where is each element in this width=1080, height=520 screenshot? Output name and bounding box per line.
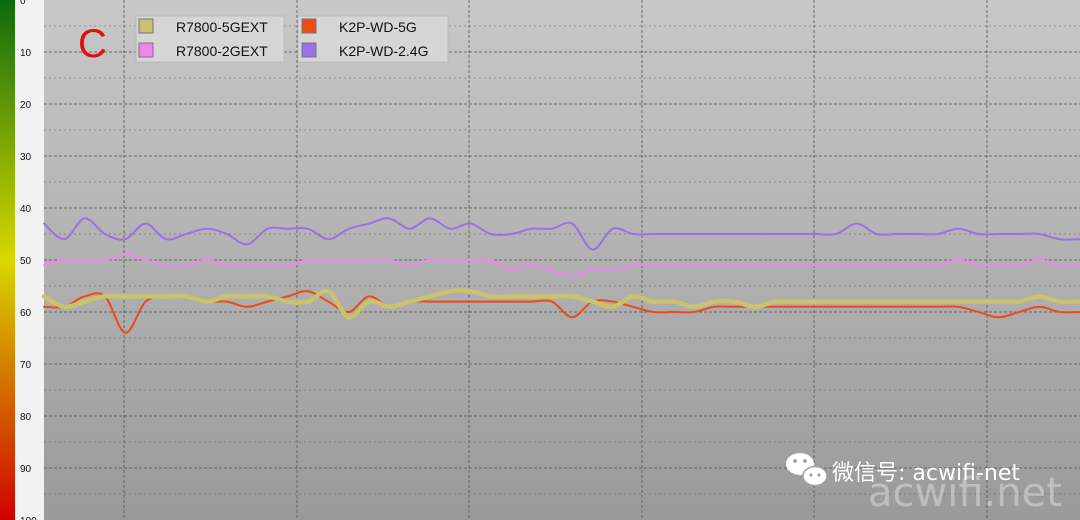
wechat-icon	[786, 453, 828, 487]
legend-label-k2p-wd-2-4g: K2P-WD-2.4G	[339, 43, 428, 59]
legend-box-2	[297, 15, 449, 63]
y-tick-label: 80	[20, 412, 32, 423]
watermark-text: 微信号: acwifi-net	[832, 461, 1020, 486]
legend-swatch-k2p-wd-2-4g	[301, 42, 317, 58]
legend-box-1	[135, 15, 285, 63]
legend-swatch-r7800-2gext	[138, 42, 154, 58]
series-lines	[41, 217, 1080, 334]
y-axis-ticks: 0 10 20 30 40 50 60 70 80 90 100	[20, 0, 37, 520]
watermark: acwifi.net 微信号: acwifi-net	[786, 453, 1062, 516]
y-tick-label: 40	[20, 204, 32, 215]
y-tick-label: 50	[20, 256, 32, 267]
y-tick-label: 90	[20, 464, 32, 475]
legend-label-r7800-2gext: R7800-2GEXT	[176, 43, 268, 59]
y-tick-label: 60	[20, 308, 32, 319]
watermark-ghost-text: acwifi.net	[868, 470, 1062, 516]
y-tick-label: 100	[20, 516, 37, 520]
y-tick-label: 0	[20, 0, 26, 7]
series-line-r7800-2gext	[43, 253, 1080, 277]
legend: R7800-5GEXT R7800-2GEXT K2P-WD-5G K2P-WD…	[135, 15, 449, 63]
signal-scale-bar	[0, 0, 15, 520]
series-line-r7800-5gext	[41, 288, 1080, 320]
legend-swatch-r7800-5gext	[138, 18, 154, 34]
legend-label-k2p-wd-5g: K2P-WD-5G	[339, 19, 417, 35]
y-tick-label: 70	[20, 360, 32, 371]
y-tick-label: 10	[20, 48, 32, 59]
panel-label: C	[78, 22, 107, 66]
series-line-k2p-wd-2-4g	[43, 217, 1080, 251]
legend-swatch-k2p-wd-5g	[301, 18, 317, 34]
y-tick-label: 30	[20, 152, 32, 163]
legend-label-r7800-5gext: R7800-5GEXT	[176, 19, 268, 35]
y-tick-label: 20	[20, 100, 32, 111]
